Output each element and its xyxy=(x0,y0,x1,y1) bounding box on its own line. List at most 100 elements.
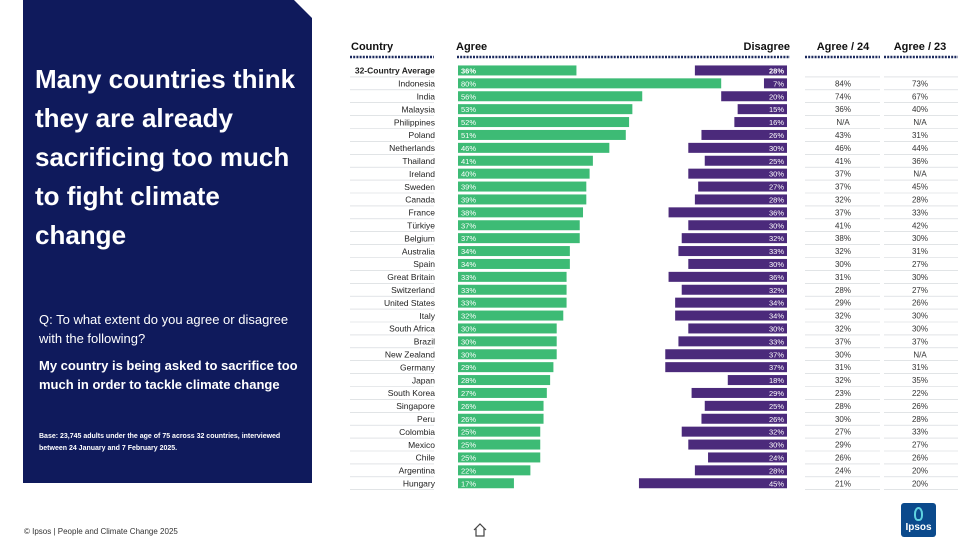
country-label: Philippines xyxy=(394,117,435,127)
disagree-bar xyxy=(737,104,787,115)
agree-23-value: 27% xyxy=(912,260,928,269)
agree-bar xyxy=(458,155,593,166)
agree-value-label: 39% xyxy=(461,183,476,192)
agree-bar xyxy=(458,271,567,282)
agree-bar xyxy=(458,220,580,231)
country-label: Brazil xyxy=(414,337,435,347)
agree-value-label: 51% xyxy=(461,131,476,140)
disagree-bar xyxy=(727,375,787,386)
agree-23-value: 44% xyxy=(912,144,928,153)
agree-24-value: 32% xyxy=(835,376,851,385)
agree-bar xyxy=(458,349,557,360)
table-row: Germany 29% 37% 31% 31% xyxy=(350,362,958,374)
diverging-bar-chart: Country Agree Disagree Agree / 24 Agree / 23… xyxy=(350,41,958,491)
table-row: Poland 51% 26% 43% 31% xyxy=(350,129,958,142)
agree-bar xyxy=(458,78,722,89)
agree-24-value: 32% xyxy=(835,324,851,333)
agree-24-value: 37% xyxy=(835,170,851,179)
agree-bar xyxy=(458,284,567,295)
agree-bar xyxy=(458,91,643,102)
country-label: Great Britain xyxy=(387,272,435,282)
header-agree-23: Agree / 23 xyxy=(894,41,947,53)
agree-value-label: 30% xyxy=(461,337,476,346)
disagree-bar xyxy=(678,336,787,347)
agree-bar xyxy=(458,258,570,269)
disagree-bar xyxy=(701,413,787,424)
agree-24-value: 32% xyxy=(835,195,851,204)
agree-value-label: 26% xyxy=(461,415,476,424)
agree-value-label: 33% xyxy=(461,299,476,308)
agree-value-label: 36% xyxy=(461,66,476,75)
country-label: Hungary xyxy=(403,478,436,488)
disagree-value-label: 37% xyxy=(769,363,784,372)
agree-23-value: 40% xyxy=(912,105,928,114)
country-label: New Zealand xyxy=(385,349,435,359)
agree-value-label: 27% xyxy=(461,389,476,398)
table-row: 32-Country Average 36% 28% xyxy=(350,65,958,78)
agree-23-value: 20% xyxy=(912,466,928,475)
disagree-bar xyxy=(678,246,787,257)
disagree-bar xyxy=(694,194,787,205)
agree-bar xyxy=(458,465,531,476)
disagree-bar xyxy=(704,155,787,166)
disagree-bar xyxy=(638,478,787,489)
table-row: Japan 28% 18% 32% 35% xyxy=(350,375,958,387)
table-row: Argentina 22% 28% 24% 20% xyxy=(350,465,958,478)
agree-bar xyxy=(458,104,633,115)
agree-24-value: 41% xyxy=(835,221,851,230)
disagree-bar xyxy=(681,426,787,437)
country-label: Indonesia xyxy=(398,79,435,89)
disagree-value-label: 26% xyxy=(769,415,784,424)
table-row: Brazil 30% 33% 37% 37% xyxy=(350,336,958,349)
table-row: Switzerland 33% 32% 28% 27% xyxy=(350,284,958,297)
agree-24-value: 30% xyxy=(835,260,851,269)
table-row: Italy 32% 34% 32% 30% xyxy=(350,310,958,323)
agree-23-value: 28% xyxy=(912,415,928,424)
agree-bar xyxy=(458,439,541,450)
agree-value-label: 37% xyxy=(461,234,476,243)
agree-24-value: 37% xyxy=(835,337,851,346)
agree-bar xyxy=(458,246,570,257)
disagree-bar xyxy=(665,349,787,360)
header-agree-24: Agree / 24 xyxy=(817,41,870,53)
agree-24-value: 29% xyxy=(835,299,851,308)
disagree-value-label: 37% xyxy=(769,350,784,359)
disagree-value-label: 30% xyxy=(769,324,784,333)
disagree-bar xyxy=(688,439,787,450)
disagree-value-label: 36% xyxy=(769,208,784,217)
agree-bar xyxy=(458,181,587,192)
agree-24-value: 27% xyxy=(835,428,851,437)
agree-value-label: 80% xyxy=(461,79,476,88)
disagree-value-label: 15% xyxy=(769,105,784,114)
disagree-value-label: 45% xyxy=(769,479,784,488)
agree-value-label: 34% xyxy=(461,260,476,269)
home-icon[interactable] xyxy=(473,523,487,537)
left-panel: Many countries think they are already sa… xyxy=(23,0,312,483)
agree-value-label: 34% xyxy=(461,247,476,256)
disagree-value-label: 33% xyxy=(769,247,784,256)
corner-fold xyxy=(294,0,312,18)
agree-bar xyxy=(458,142,610,153)
table-row: Great Britain 33% 36% 31% 30% xyxy=(350,271,958,284)
disagree-bar xyxy=(763,78,787,89)
table-row: South Korea 27% 29% 23% 22% xyxy=(350,387,958,400)
country-label: Türkiye xyxy=(407,220,435,230)
disagree-value-label: 18% xyxy=(769,376,784,385)
table-row: Mexico 25% 30% 29% 27% xyxy=(350,439,958,452)
agree-24-value: 21% xyxy=(835,479,851,488)
agree-23-value: 73% xyxy=(912,79,928,88)
country-label: 32-Country Average xyxy=(355,66,435,76)
disagree-bar xyxy=(721,91,787,102)
country-label: Sweden xyxy=(404,182,435,192)
disagree-value-label: 28% xyxy=(769,66,784,75)
disagree-bar xyxy=(681,233,787,244)
disagree-bar xyxy=(688,258,787,269)
agree-bar xyxy=(458,207,584,218)
disagree-value-label: 28% xyxy=(769,466,784,475)
disagree-value-label: 25% xyxy=(769,402,784,411)
agree-23-value: 28% xyxy=(912,195,928,204)
agree-24-value: 26% xyxy=(835,453,851,462)
agree-bar xyxy=(458,426,541,437)
country-label: South Africa xyxy=(389,324,435,334)
agree-value-label: 46% xyxy=(461,144,476,153)
